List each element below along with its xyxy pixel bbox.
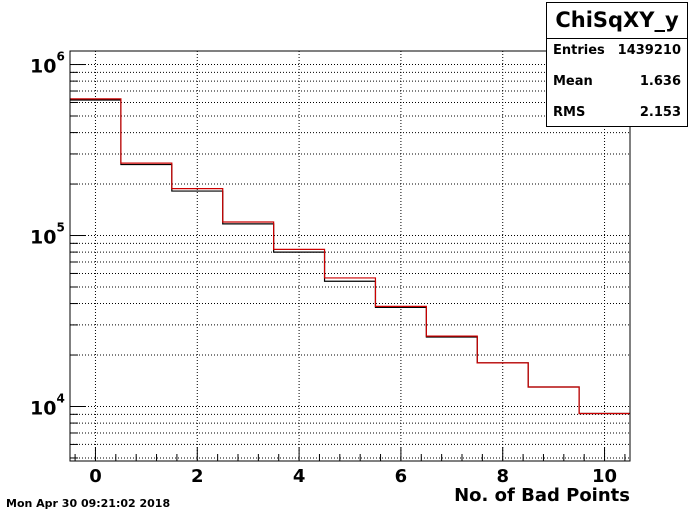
x-tick-label: 0 — [89, 466, 102, 487]
y-tick-label: 106 — [30, 50, 65, 78]
stats-value: 2.153 — [639, 105, 681, 120]
stats-value: 1.636 — [639, 74, 681, 89]
x-tick-label: 4 — [293, 466, 306, 487]
plot-frame — [69, 50, 631, 462]
stats-label: RMS — [553, 105, 586, 120]
stats-label: Entries — [553, 43, 605, 58]
grid-lines — [70, 51, 630, 461]
x-axis-label: No. of Bad Points — [454, 485, 630, 506]
axes — [69, 50, 631, 462]
histogram-line — [70, 99, 630, 415]
stats-title: ChiSqXY_y — [547, 3, 687, 39]
stats-value: 1439210 — [617, 43, 681, 58]
x-tick-label: 10 — [592, 466, 617, 487]
timestamp: Mon Apr 30 09:21:02 2018 — [6, 497, 171, 510]
histogram-series — [70, 98, 630, 415]
histogram-series-1 — [70, 98, 630, 415]
y-tick-label: 104 — [30, 391, 65, 419]
x-tick-label: 6 — [395, 466, 408, 487]
x-tick-label: 2 — [191, 466, 204, 487]
stats-box: ChiSqXY_y Entries 1439210 Mean 1.636 RMS… — [546, 2, 688, 127]
stats-label: Mean — [553, 74, 593, 89]
x-tick-label: 8 — [496, 466, 509, 487]
y-tick-label: 105 — [30, 221, 65, 249]
tick-labels: 0 2 4 6 8 10 104 105 106 — [30, 50, 617, 487]
histogram-line — [70, 98, 630, 415]
histogram-series-0 — [70, 99, 630, 415]
